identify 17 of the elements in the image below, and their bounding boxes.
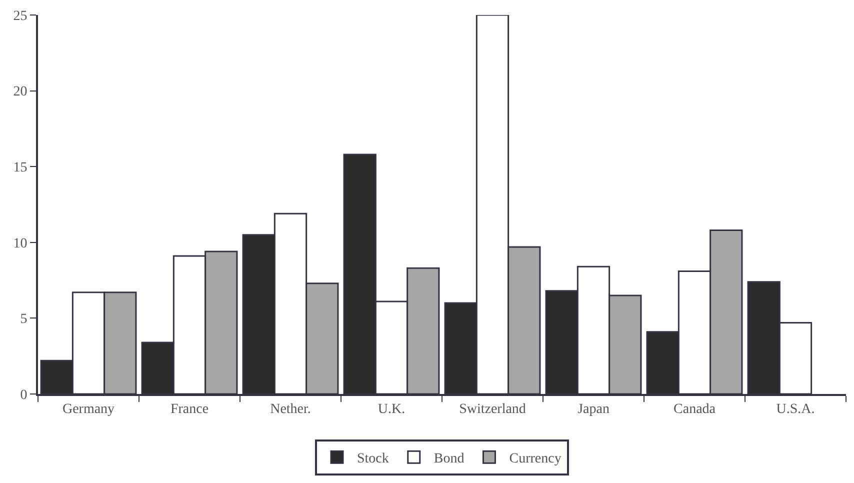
legend-label: Stock [357,452,389,467]
x-tick-label: U.S.A. [776,402,815,417]
y-tick-label: 10 [13,236,28,252]
y-tick-label: 0 [20,388,28,403]
x-tick-label: U.K. [378,402,406,417]
legend-label: Currency [509,452,562,467]
x-tick-label: Nether. [270,402,311,417]
x-tick-label: Canada [674,402,716,417]
legend-label: Bond [434,452,464,467]
y-tick-label: 25 [13,8,28,24]
x-tick-label: Germany [62,402,115,417]
x-tick-label: Japan [578,402,610,417]
x-tick-label: France [170,402,209,417]
y-tick-label: 20 [13,84,28,100]
y-tick-label: 5 [20,312,28,328]
y-tick-label: 15 [13,160,28,176]
x-tick-label: Switzerland [459,402,526,417]
